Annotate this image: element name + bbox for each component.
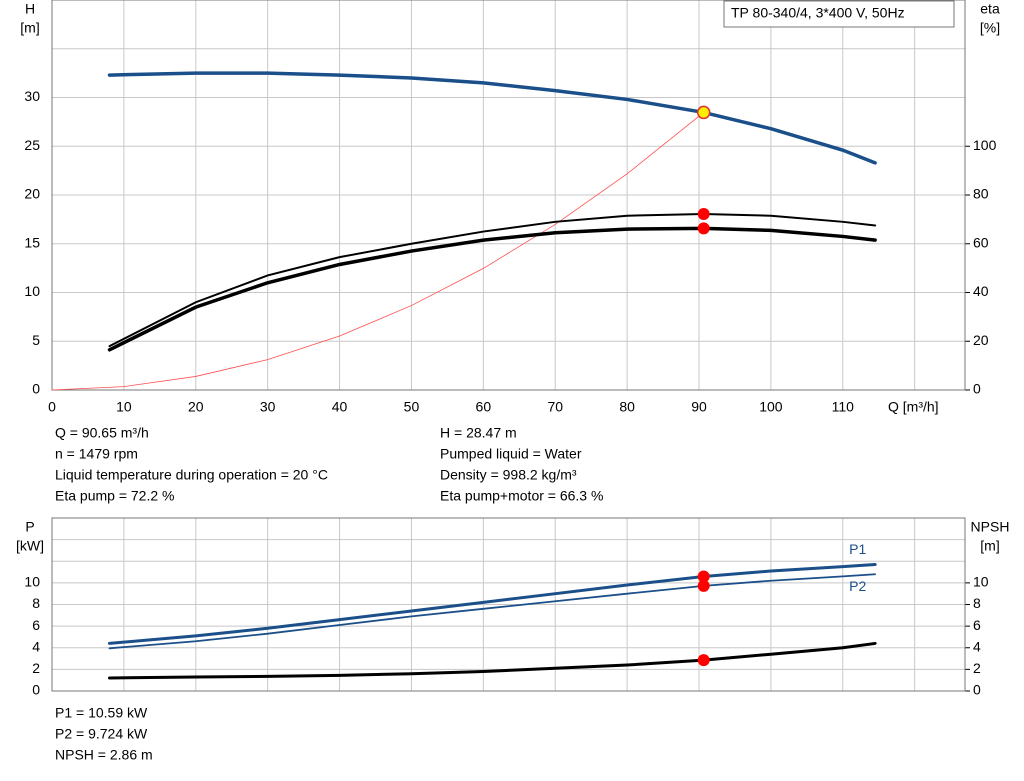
type-label: TP 80-340/4, 3*400 V, 50Hz [731,5,905,21]
x-tick-label: 0 [48,399,56,415]
y2-tick-label: 6 [973,617,981,633]
x-tick-label: 100 [759,399,783,415]
y-tick-label: 4 [32,638,40,654]
y2-tick-label: 2 [973,660,981,676]
x-tick-label: 90 [691,399,707,415]
operating-point [697,208,710,221]
operating-point [697,579,710,592]
curve [107,71,877,165]
x-tick-label: 80 [619,399,635,415]
y-tick-label: 10 [24,574,40,590]
curve [108,562,877,645]
y2-tick-label: 10 [973,574,989,590]
y2-axis-title: eta [980,1,1000,17]
info-line: P2 = 9.724 kW [55,726,148,742]
info-line: Eta pump = 72.2 % [55,488,174,504]
curve-label: P2 [849,578,866,594]
y-tick-label: 5 [32,332,40,348]
info-line: Liquid temperature during operation = 20… [55,467,328,483]
y-tick-label: 20 [24,186,40,202]
y-tick-label: 0 [32,381,40,397]
x-tick-label: 20 [188,399,204,415]
y2-tick-label: 4 [973,638,981,654]
info-line: Density = 998.2 kg/m³ [440,467,577,483]
x-tick-label: 70 [547,399,563,415]
curve-label: P1 [849,541,866,557]
plot-frame [51,0,966,391]
operating-point [696,105,711,120]
y-tick-label: 2 [32,660,40,676]
y-tick-label: 8 [32,595,40,611]
info-line: Pumped liquid = Water [440,446,582,462]
y2-tick-label: 0 [973,682,981,698]
y2-axis-title: NPSH [971,519,1010,535]
y2-tick-label: 0 [973,381,981,397]
info-line: Q = 90.65 m³/h [55,425,149,441]
y2-tick-label: 100 [973,137,997,153]
y-tick-label: 10 [24,283,40,299]
info-line: n = 1479 rpm [55,446,138,462]
y2-tick-label: 40 [973,283,989,299]
curve [108,573,877,650]
y-axis-unit: [kW] [16,538,44,554]
y2-axis-unit: [m] [980,538,999,554]
x-tick-label: 30 [260,399,276,415]
y2-tick-label: 60 [973,234,989,250]
y2-tick-label: 8 [973,595,981,611]
y-tick-label: 6 [32,617,40,633]
operating-point [697,570,710,583]
y-tick-label: 15 [24,234,40,250]
x-tick-label: 50 [404,399,420,415]
curve [108,641,877,680]
y2-tick-label: 20 [973,332,989,348]
curve [51,112,705,391]
y-tick-label: 0 [32,682,40,698]
y-tick-label: 25 [24,137,40,153]
curve [108,213,877,348]
curve [107,226,877,352]
x-tick-label: 10 [116,399,132,415]
type-box [723,0,955,28]
plot-frame [51,517,966,692]
info-line: H = 28.47 m [440,425,517,441]
x-axis-title: Q [m³/h] [888,399,939,415]
y2-tick-label: 80 [973,186,989,202]
y-axis-unit: [m] [20,20,39,36]
y-axis-title: P [25,519,34,535]
y-tick-label: 30 [24,88,40,104]
info-line: P1 = 10.59 kW [55,705,148,721]
info-line: NPSH = 2.86 m [55,747,153,763]
x-tick-label: 40 [332,399,348,415]
x-tick-label: 110 [832,399,855,415]
y2-axis-unit: [%] [980,20,1000,36]
y-axis-title: H [25,1,35,17]
operating-point [697,654,710,667]
info-line: Eta pump+motor = 66.3 % [440,488,603,504]
x-tick-label: 60 [476,399,492,415]
operating-point [697,222,710,235]
